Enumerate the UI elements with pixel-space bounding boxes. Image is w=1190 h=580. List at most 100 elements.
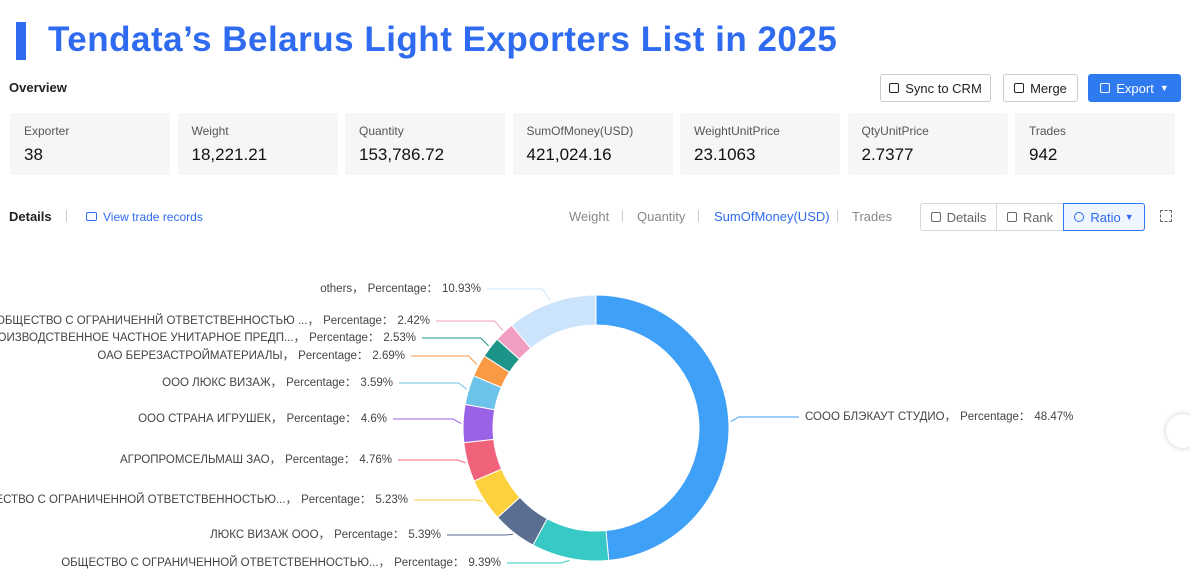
label-part: ， [283, 350, 295, 362]
leader-line [398, 459, 466, 464]
label-part: ， [271, 377, 283, 389]
leader-line [507, 559, 570, 564]
label-part: Percentage [394, 557, 453, 569]
data-label: ОБЩЕСТВО С ОГРАНИЧЕННЙ ОТВЕТСТВЕННОСТЬЮ … [0, 314, 430, 327]
label-part: ： [393, 529, 405, 541]
stat-card: WeightUnitPrice 23.1063 [680, 113, 840, 175]
label-part: ： [345, 377, 357, 389]
label-part: Percentage [334, 529, 393, 541]
sync-button[interactable]: Sync to CRM [880, 74, 991, 102]
label-part: ООО СТРАНА ИГРУШЕК [138, 413, 271, 425]
stat-value: 942 [1029, 145, 1058, 164]
label-part: ， [352, 283, 364, 295]
stat-value: 153,786.72 [359, 145, 445, 164]
label-part: ， [270, 454, 282, 466]
leader-line [447, 533, 513, 536]
leader-line [399, 382, 467, 390]
stat-label: Exporter [24, 124, 70, 138]
merge-button[interactable]: Merge [1003, 74, 1078, 102]
label-part: ： [382, 315, 394, 327]
stat-value: 421,024.16 [526, 145, 612, 164]
stat-card: Exporter 38 [10, 113, 170, 175]
view-button[interactable]: Rank [996, 203, 1064, 231]
label-part: ： [453, 557, 465, 569]
label-part: ， [286, 494, 298, 506]
stat-label: SumOfMoney(USD) [526, 124, 634, 138]
button-label: Merge [1030, 80, 1067, 96]
label-part: ： [1019, 411, 1031, 423]
metric-tab[interactable]: Weight [569, 209, 610, 224]
label-part: ОБЩЕСТВО С ОГРАНИЧЕННОЙ ОТВЕТСТВЕННОСТЬЮ… [0, 493, 286, 506]
label-part: АГРОПРОМСЕЛЬМАШ ЗАО [120, 454, 270, 466]
section-label: Overview [9, 80, 67, 95]
label-part: 5.23% [375, 494, 408, 506]
data-label: СООО БЛЭКАУТ СТУДИО， Percentage： 48.47% [805, 411, 1073, 423]
label-part: 4.6% [361, 413, 387, 425]
stat-label: WeightUnitPrice [694, 124, 780, 138]
stat-value: 38 [24, 145, 43, 164]
support-button[interactable] [1166, 414, 1190, 448]
label-part: ， [294, 332, 306, 344]
label-part: 9.39% [468, 557, 501, 569]
label-part: Percentage [301, 494, 360, 506]
label-part: 4.76% [359, 454, 392, 466]
leader-line [393, 418, 462, 424]
stat-card: QtyUnitPrice 2.7377 [847, 113, 1008, 175]
label-part: ОБЩЕСТВО С ОГРАНИЧЕННОЙ ОТВЕТСТВЕННОСТЬЮ… [61, 556, 378, 569]
label-part: 10.93% [442, 283, 481, 295]
label-part: Percentage [285, 454, 344, 466]
button-label: Details [946, 209, 987, 225]
label-part: ： [360, 494, 372, 506]
label-part: 2.42% [397, 315, 430, 327]
separator [622, 210, 623, 222]
view-records-link[interactable]: View trade records [86, 210, 203, 224]
page-title: Tendata’s Belarus Light Exporters List i… [48, 20, 838, 59]
data-label: ООО СТРАНА ИГРУШЕК， Percentage： 4.6% [138, 413, 387, 425]
button-label: Rank [1022, 209, 1054, 225]
separator [66, 210, 67, 222]
data-label: ОБЩЕСТВО С ОГРАНИЧЕННОЙ ОТВЕТСТВЕННОСТЬЮ… [61, 556, 501, 569]
stat-card: SumOfMoney(USD) 421,024.16 [512, 113, 673, 175]
label-part: СООО БЛЭКАУТ СТУДИО [805, 411, 945, 423]
donut-slice [510, 294, 597, 350]
label-part: ， [308, 315, 320, 327]
label-part: Percentage [298, 350, 357, 362]
label-part: ОАО БЕРЕЗАСТРОЙМАТЕРИАЛЫ [97, 349, 282, 362]
label-part: 2.53% [383, 332, 416, 344]
stat-label: QtyUnitPrice [861, 124, 929, 138]
label-part: Percentage [286, 413, 345, 425]
export-button[interactable]: Export ▼ [1088, 74, 1181, 102]
label-part: Percentage [323, 315, 382, 327]
stat-card: Trades 942 [1015, 113, 1175, 175]
metric-tab[interactable]: Trades [852, 209, 892, 224]
label-part: ， [379, 557, 391, 569]
label-part: ： [426, 283, 438, 295]
stat-value: 2.7377 [861, 145, 914, 164]
data-label: ОБЩЕСТВО С ОГРАНИЧЕННОЙ ОТВЕТСТВЕННОСТЬЮ… [0, 493, 408, 506]
link-label: View trade records [103, 210, 203, 224]
label-part: ： [345, 413, 357, 425]
label-part: 3.59% [360, 377, 393, 389]
separator [837, 210, 838, 222]
leader-line [414, 499, 483, 502]
data-label: ЛЮКС ВИЗАЖ ООО， Percentage： 5.39% [210, 529, 441, 541]
donut-slice [595, 294, 730, 561]
fullscreen-button[interactable] [1160, 210, 1172, 222]
view-button[interactable]: Ratio ▼ [1063, 203, 1145, 231]
label-part: ： [357, 350, 369, 362]
label-part: ： [368, 332, 380, 344]
stat-card: Weight 18,221.21 [177, 113, 338, 175]
metric-tab[interactable]: Quantity [637, 209, 686, 224]
label-part: ПРОИЗВОДСТВЕННОЕ ЧАСТНОЕ УНИТАРНОЕ ПРЕДП… [0, 332, 294, 344]
leader-line [422, 337, 490, 347]
view-button[interactable]: Details [920, 203, 997, 231]
label-part: Percentage [960, 411, 1019, 423]
metric-tab[interactable]: SumOfMoney(USD) [714, 209, 830, 224]
stat-label: Trades [1029, 124, 1066, 138]
donut-slice [462, 403, 496, 444]
label-part: others [320, 283, 352, 295]
stat-card: Quantity 153,786.72 [345, 113, 505, 175]
separator [698, 210, 699, 222]
